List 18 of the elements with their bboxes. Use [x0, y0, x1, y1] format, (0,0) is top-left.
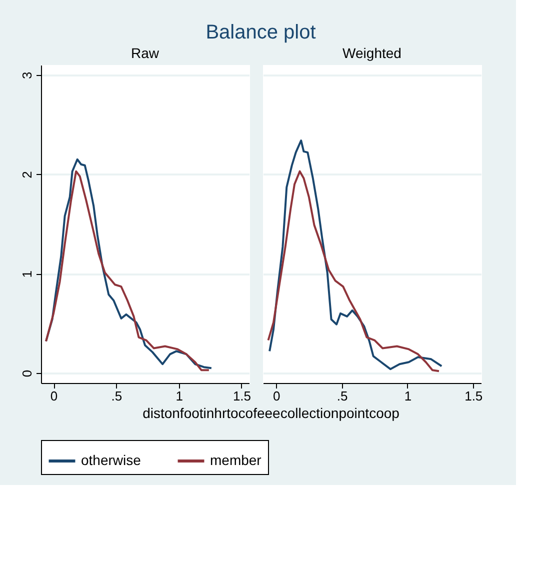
- x-tick-label: .5: [111, 388, 122, 404]
- x-tick-label: 0: [273, 388, 280, 404]
- legend-label: member: [210, 452, 262, 468]
- y-tick-label: 2: [20, 171, 34, 178]
- y-tick-label: 3: [20, 72, 34, 80]
- y-tick-label: 1: [20, 270, 34, 278]
- x-axis-title: distonfootinhrtocofeeecollectionpointcoop: [142, 405, 400, 421]
- x-tick-label: .5: [336, 388, 348, 404]
- chart-title: Weighted: [342, 45, 402, 61]
- text: Balance plot: [206, 22, 316, 44]
- x-tick-label: 1: [176, 388, 183, 404]
- y-tick-label: 0: [20, 370, 34, 378]
- x-tick-label: 0: [50, 388, 58, 404]
- chart-title: Raw: [130, 45, 160, 61]
- x-tick-label: 1.5: [232, 388, 252, 404]
- x-tick-label: 1.5: [464, 388, 483, 404]
- legend-label: otherwise: [81, 452, 142, 468]
- x-tick-label: 1: [404, 388, 412, 404]
